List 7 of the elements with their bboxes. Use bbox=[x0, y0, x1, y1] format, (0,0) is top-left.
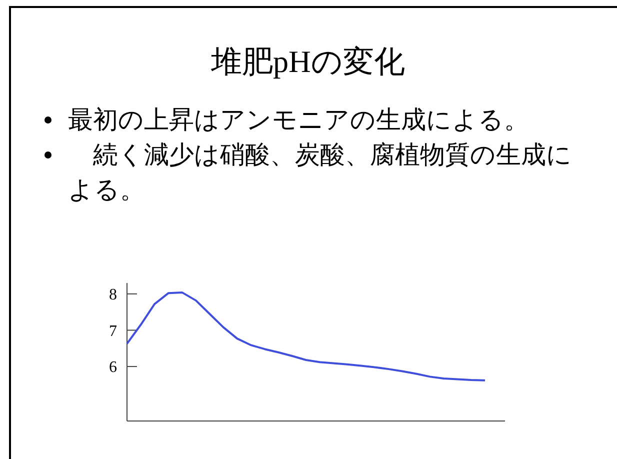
text: 最初の上昇はアンモニアの生成による。 bbox=[68, 105, 529, 134]
text: 続く減少は硝酸、炭酸、腐植物質の生成による。 bbox=[68, 140, 572, 204]
y-tick-label: 6 bbox=[109, 359, 117, 376]
line-series bbox=[126, 291, 486, 382]
y-tick-label: 7 bbox=[109, 322, 117, 340]
chart-title: 堆肥pHの変化 bbox=[210, 44, 405, 79]
y-tick-label: 8 bbox=[109, 286, 117, 304]
